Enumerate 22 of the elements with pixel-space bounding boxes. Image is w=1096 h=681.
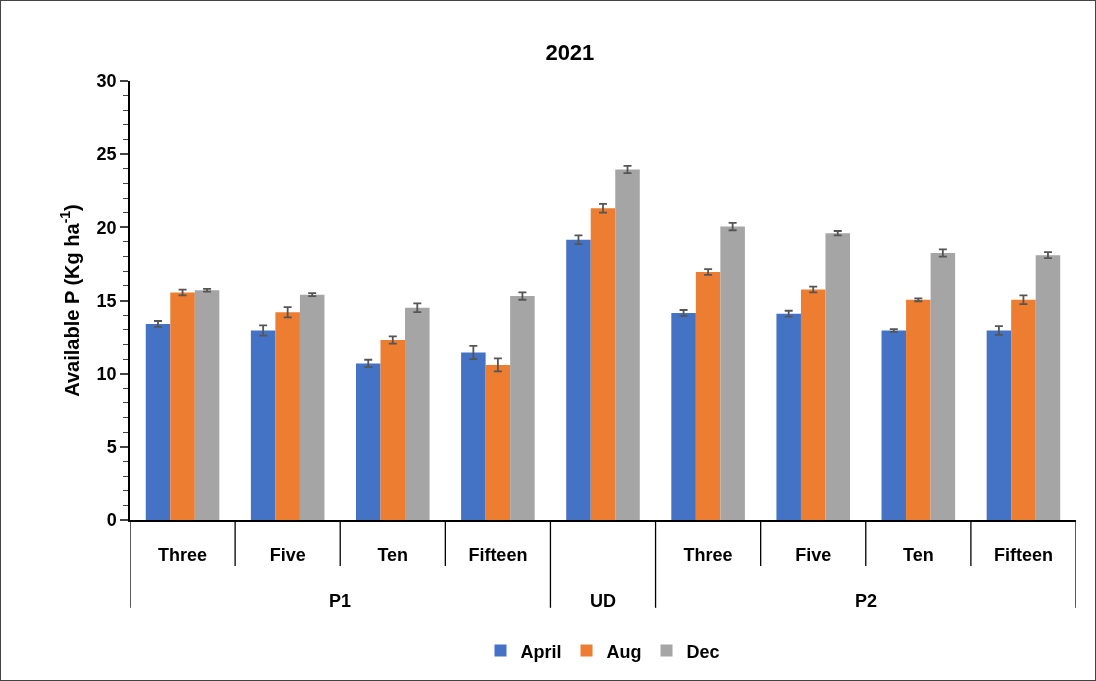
text: P1 (329, 591, 352, 611)
y-tick-label: 15 (96, 290, 117, 311)
text: P2 (855, 591, 878, 611)
text: UD (590, 591, 616, 611)
y-tick-label: 25 (96, 144, 117, 165)
x-tick-label: Three (158, 545, 208, 566)
x-tick-label: Fifteen (468, 545, 528, 566)
x-tick-label: Five (795, 545, 832, 566)
y-tick-label: 5 (106, 437, 117, 458)
y-tick-label: 20 (96, 217, 117, 238)
legend-label: April (520, 641, 562, 662)
x-tick-label: Three (683, 545, 733, 566)
legend-label: Aug (606, 641, 642, 662)
x-tick-label: Ten (902, 545, 934, 566)
chart-title: 2021 (545, 39, 595, 65)
legend-label: Dec (686, 641, 720, 662)
x-tick-label: Five (269, 545, 306, 566)
y-tick-label: 10 (96, 363, 117, 384)
x-tick-label: Fifteen (993, 545, 1053, 566)
x-tick-label: Ten (377, 545, 409, 566)
y-tick-label: 30 (96, 71, 117, 92)
y-tick-label: 0 (106, 510, 117, 531)
